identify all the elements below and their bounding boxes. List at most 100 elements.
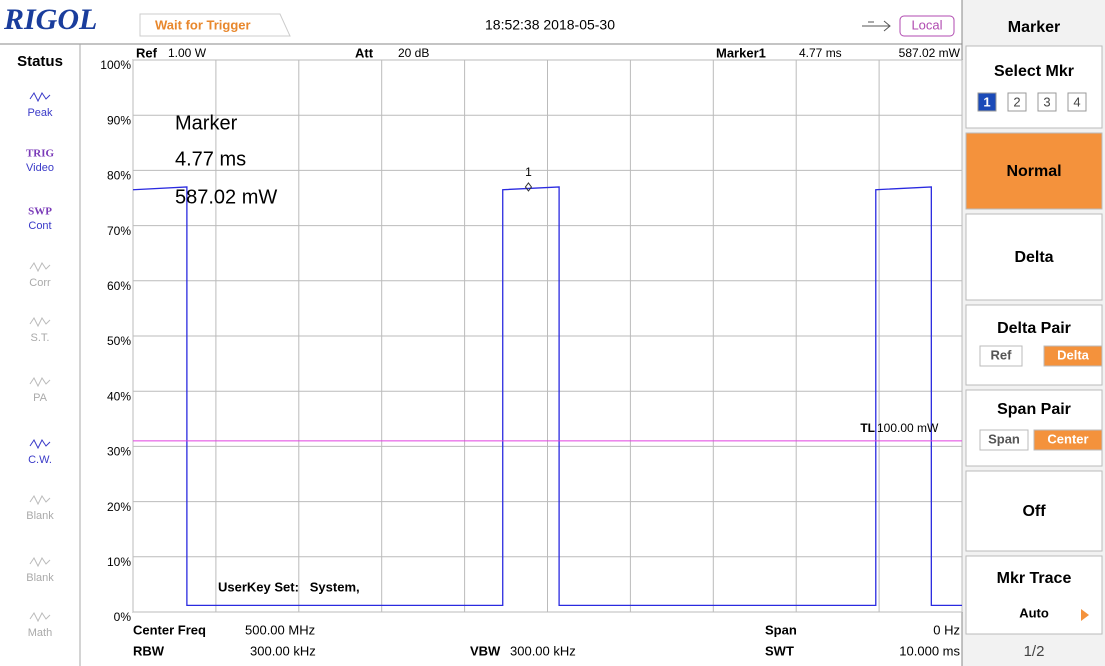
y-tick-label: 20%: [107, 500, 131, 514]
y-tick-label: 80%: [107, 169, 131, 183]
span-label: Span: [765, 622, 797, 637]
status-item: PA: [33, 392, 48, 404]
mkr-trace: Mkr Trace: [997, 570, 1072, 587]
off-button[interactable]: [965, 470, 1103, 552]
mkr-option[interactable]: [1007, 92, 1027, 112]
marker-label: Marker1: [716, 45, 766, 60]
y-tick-label: 30%: [107, 445, 131, 459]
status-item: Blank: [26, 510, 54, 522]
y-tick-label: 50%: [107, 334, 131, 348]
status-item: TRIG: [26, 148, 55, 160]
pair-option-label: Center: [1047, 431, 1088, 446]
pair-option-label: Delta: [1057, 347, 1090, 362]
mkr-option-label: 4: [1073, 94, 1080, 109]
marker-name: 1: [525, 165, 532, 179]
status-icon: [29, 612, 51, 623]
pair-option[interactable]: [979, 345, 1023, 367]
marker-box-line: Marker: [175, 112, 238, 134]
ref-label: Ref: [136, 45, 158, 60]
pair-option[interactable]: [979, 429, 1029, 451]
status-item: Math: [28, 627, 52, 639]
local-box: [899, 15, 955, 37]
usb-icon: [862, 20, 891, 32]
delta-pair-button[interactable]: [965, 304, 1103, 386]
marker-box-line: 4.77 ms: [175, 148, 246, 170]
status-title: Status: [17, 53, 63, 70]
delta-pair: Delta Pair: [997, 320, 1071, 337]
trace: [132, 186, 962, 607]
pair-option[interactable]: [1043, 345, 1103, 367]
mkr-option[interactable]: [1067, 92, 1087, 112]
status-icon: [29, 495, 51, 506]
y-tick-label: 60%: [107, 279, 131, 293]
status-icon: [29, 317, 51, 328]
center: 500.00 MHz: [245, 622, 315, 637]
status-item: Blank: [26, 572, 54, 584]
trigger-status: Wait for Trigger: [155, 17, 251, 32]
delta-button[interactable]: [965, 213, 1103, 301]
att: 20 dB: [398, 46, 429, 60]
normal: Normal: [1006, 163, 1061, 180]
y-tick-label: 40%: [107, 389, 131, 403]
menu-title: Marker: [1008, 19, 1060, 36]
mkr-option-label: 2: [1013, 94, 1020, 109]
pair-option-label: Span: [988, 431, 1020, 446]
delta: Delta: [1014, 249, 1053, 266]
arrow-icon: [1081, 609, 1089, 621]
center-label: Center Freq: [133, 622, 206, 637]
vbw-label: VBW: [470, 643, 501, 658]
status-item: Video: [26, 162, 54, 174]
off: Off: [1022, 503, 1046, 520]
status-tab: [139, 13, 291, 37]
mkr-option[interactable]: [977, 92, 997, 112]
vbw: 300.00 kHz: [510, 643, 576, 658]
span-pair-button[interactable]: [965, 389, 1103, 467]
y-tick-label: 10%: [107, 555, 131, 569]
y-tick-label: 0%: [114, 610, 132, 624]
userkey: UserKey Set: System,: [218, 579, 360, 594]
mkr-option-label: 3: [1043, 94, 1050, 109]
tl-value: 100.00 mW: [877, 421, 939, 435]
status-item: Peak: [27, 107, 53, 119]
status-icon: [29, 92, 51, 103]
status-item: SWP: [28, 206, 52, 218]
status-item: Corr: [29, 277, 51, 289]
mkr-trace-button[interactable]: [965, 555, 1103, 635]
tl-label: TL: [860, 421, 875, 435]
status-icon: [29, 557, 51, 568]
att-label: Att: [355, 45, 374, 60]
marker-box-line: 587.02 mW: [175, 186, 277, 208]
status-icon: [29, 262, 51, 273]
status-item: S.T.: [31, 332, 50, 344]
mode: Local: [911, 17, 942, 32]
status-icon: [29, 377, 51, 388]
pair-option[interactable]: [1033, 429, 1103, 451]
rbw: 300.00 kHz: [250, 643, 316, 658]
mkr-trace-value: Auto: [1019, 605, 1049, 620]
marker-value: 587.02 mW: [899, 46, 961, 60]
rbw-label: RBW: [133, 643, 165, 658]
marker-time: 4.77 ms: [799, 46, 842, 60]
mkr-option[interactable]: [1037, 92, 1057, 112]
select-mkr-button[interactable]: [965, 45, 1103, 129]
status-item: Cont: [28, 220, 51, 232]
status-icon: [29, 439, 51, 450]
y-tick-label: 90%: [107, 113, 131, 127]
logo: RIGOL: [3, 3, 97, 36]
y-tick-label: 70%: [107, 224, 131, 238]
datetime: 18:52:38 2018-05-30: [485, 17, 615, 33]
y-tick-label: 100%: [100, 58, 131, 72]
page-indicator: 1/2: [1024, 643, 1045, 660]
marker-point: [524, 182, 533, 192]
ref: 1.00 W: [168, 46, 207, 60]
swt-label: SWT: [765, 643, 794, 658]
mkr-option-label: 1: [983, 94, 990, 109]
pair-option-label: Ref: [991, 347, 1013, 362]
normal-button[interactable]: [965, 132, 1103, 210]
status-item: C.W.: [28, 454, 52, 466]
select-mkr-label: Select Mkr: [994, 63, 1074, 80]
span-pair: Span Pair: [997, 401, 1071, 418]
swt: 10.000 ms: [899, 643, 960, 658]
span: 0 Hz: [933, 622, 960, 637]
